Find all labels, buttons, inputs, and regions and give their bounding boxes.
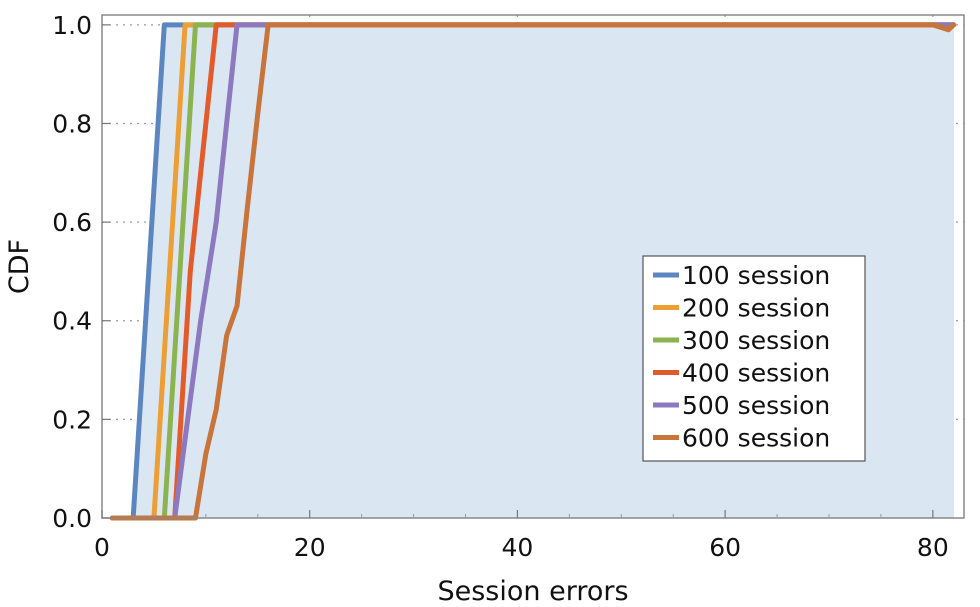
legend-label: 200 session xyxy=(682,294,830,323)
y-tick-label: 0.2 xyxy=(52,405,92,434)
ticks xyxy=(101,24,934,519)
x-tick-label: 80 xyxy=(917,533,949,562)
legend-box xyxy=(642,255,866,462)
plot-frame xyxy=(101,14,965,519)
y-tick-label: 0.8 xyxy=(52,109,92,138)
legend-label: 300 session xyxy=(682,326,830,355)
x-tick-label: 0 xyxy=(94,533,110,562)
y-axis-title: CDF xyxy=(4,239,35,294)
legend-label: 600 session xyxy=(682,424,830,453)
legend-label: 500 session xyxy=(682,391,830,420)
legend-label: 400 session xyxy=(682,359,830,388)
y-tick-label: 0.0 xyxy=(52,504,92,533)
x-tick-label: 20 xyxy=(294,533,326,562)
y-tick-label: 0.6 xyxy=(52,208,92,237)
y-tick-label: 1.0 xyxy=(52,11,92,40)
series-line-6 xyxy=(109,22,957,521)
x-tick-label: 60 xyxy=(709,533,741,562)
x-tick-label: 40 xyxy=(502,533,534,562)
legend-label: 100 session xyxy=(682,261,830,290)
y-tick-label: 0.4 xyxy=(52,307,92,336)
tick-labels: 0 20 40 60 80 0.0 0.2 0.4 0.6 0.8 1.0 xyxy=(52,11,949,562)
x-axis-title: Session errors xyxy=(437,576,628,607)
legend: 100 session 200 session 300 session 400 ses… xyxy=(642,255,866,462)
